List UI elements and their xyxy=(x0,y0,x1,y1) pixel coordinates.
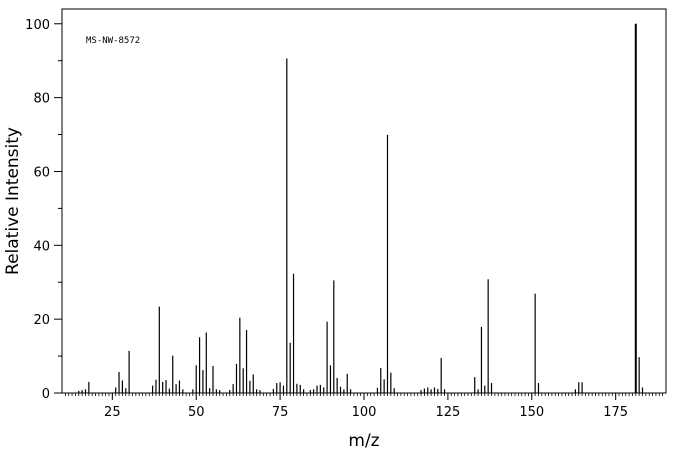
x-axis-ticks: 25 50 75 100 125 150 175 xyxy=(104,393,628,420)
x-tick-label: 25 xyxy=(104,405,121,420)
y-tick-label: 20 xyxy=(33,313,50,328)
minor-ticks xyxy=(58,60,664,396)
y-tick-label: 60 xyxy=(33,165,50,180)
y-tick-label: 0 xyxy=(42,387,50,402)
x-axis-title: m/z xyxy=(348,431,379,451)
y-tick-label: 80 xyxy=(33,92,50,107)
x-tick-label: 100 xyxy=(352,405,377,420)
y-axis-ticks: 0 20 40 60 80 100 xyxy=(25,18,62,402)
y-tick-label: 40 xyxy=(33,239,50,254)
y-axis-title: Relative Intensity xyxy=(3,127,23,275)
peak-series xyxy=(78,23,644,393)
x-tick-label: 125 xyxy=(435,405,460,420)
y-tick-label: 100 xyxy=(25,18,50,33)
x-tick-label: 50 xyxy=(188,405,205,420)
plot-frame xyxy=(61,8,667,394)
x-tick-label: 175 xyxy=(603,405,628,420)
x-tick-label: 150 xyxy=(519,405,544,420)
spectrum-id-label: MS-NW-8572 xyxy=(86,36,140,46)
x-tick-label: 75 xyxy=(272,405,289,420)
